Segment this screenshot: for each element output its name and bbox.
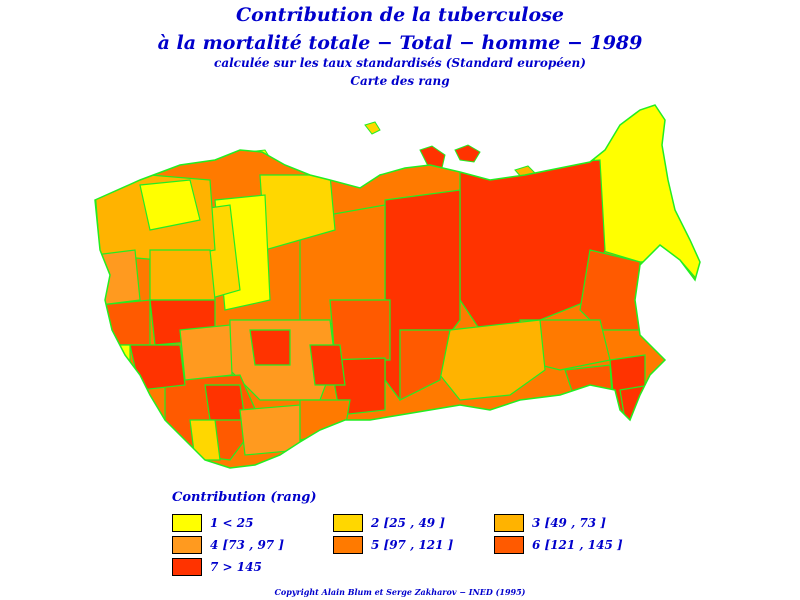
title-line-3: calculée sur les taux standardisés (Stan… [214, 56, 586, 70]
legend-title: Contribution (rang) [172, 490, 317, 505]
coastline [94, 104, 701, 469]
legend-label: 1 < 25 [210, 516, 254, 530]
legend-label: 5 [97 , 121 ] [371, 538, 454, 552]
legend-label: 2 [25 , 49 ] [371, 516, 445, 530]
legend-swatch [172, 536, 202, 554]
legend-label: 6 [121 , 145 ] [532, 538, 623, 552]
legend-label: 4 [73 , 97 ] [210, 538, 284, 552]
legend-item-5: 5 [97 , 121 ] [333, 536, 453, 554]
title-line-2: à la mortalité totale − Total − homme − … [157, 32, 643, 54]
legend-swatch [494, 514, 524, 532]
ussr-choropleth-map [94, 104, 701, 469]
legend-item-2: 2 [25 , 49 ] [333, 514, 445, 532]
legend-label: 7 > 145 [210, 560, 262, 574]
copyright-notice: Copyright Alain Blum et Serge Zakharov −… [274, 587, 526, 597]
legend-label: 3 [49 , 73 ] [532, 516, 606, 530]
legend-swatch [333, 536, 363, 554]
legend-swatch [333, 514, 363, 532]
legend-item-1: 1 < 25 [172, 514, 253, 532]
legend-item-6: 6 [121 , 145 ] [494, 536, 623, 554]
title-line-1: Contribution de la tuberculose [236, 4, 564, 26]
legend-swatch [494, 536, 524, 554]
legend-swatch [172, 514, 202, 532]
legend-item-7: 7 > 145 [172, 558, 262, 576]
legend-item-4: 4 [73 , 97 ] [172, 536, 284, 554]
legend-swatch [172, 558, 202, 576]
legend-item-3: 3 [49 , 73 ] [494, 514, 606, 532]
map-regions [95, 105, 700, 468]
title-line-4: Carte des rang [350, 74, 450, 88]
